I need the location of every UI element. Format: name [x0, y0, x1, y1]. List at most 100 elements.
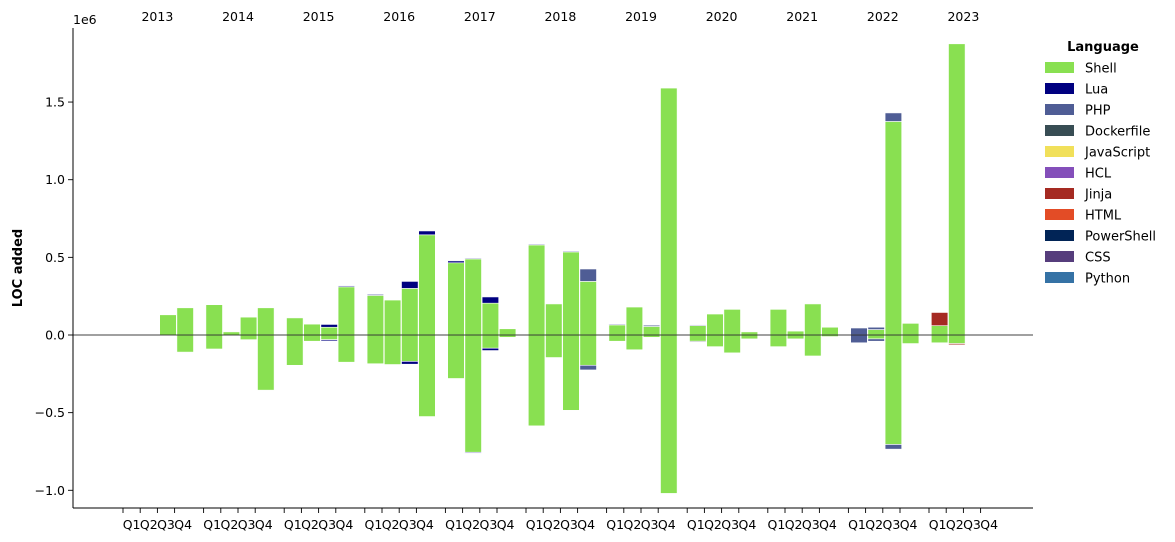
bar-2015-Q3-lua-removed	[320, 339, 338, 342]
bar-2016-Q2-shell-added	[383, 299, 402, 336]
x-tick-label-2019-Q3: Q3	[641, 517, 659, 532]
x-tick-label-2020-Q3: Q3	[721, 517, 739, 532]
bar-2023-Q2-shell-added	[948, 43, 966, 336]
bar-2019-Q4-shell-added	[660, 87, 678, 336]
bar-2017-Q2-shell-added	[464, 258, 482, 336]
x-tick-label-2017-Q4: Q4	[497, 517, 515, 532]
y-axis-title: LOC added	[11, 229, 26, 307]
bar-2019-Q1-lua-added	[608, 323, 626, 326]
x-tick-label-2019-Q2: Q2	[624, 517, 642, 532]
bar-2019-Q1-shell-removed	[608, 334, 626, 342]
bar-2022-Q2-php-added	[867, 326, 885, 330]
bar-2017-Q2-shell-removed	[464, 334, 482, 453]
bar-2020-Q3-shell-removed	[723, 334, 741, 354]
bar-2023-Q1-jinja-added	[930, 312, 949, 326]
year-label-2013: 2013	[141, 9, 173, 24]
legend-label-lua: Lua	[1085, 83, 1108, 98]
bar-2022-Q2-php-removed	[867, 338, 885, 342]
bar-2018-Q4-php-added	[579, 268, 597, 282]
bar-2016-Q1-shell-removed	[366, 334, 385, 365]
x-tick-label-2020-Q1: Q1	[687, 517, 705, 532]
bar-2020-Q4-shell-added	[740, 331, 758, 336]
x-tick-label-2016-Q4: Q4	[416, 517, 434, 532]
bar-2019-Q4-shell-removed	[660, 334, 678, 494]
bar-2023-Q2-shell-removed	[948, 334, 966, 344]
bar-2017-Q3-shell-removed	[481, 334, 500, 349]
bar-2018-Q1-lua-added	[527, 243, 546, 246]
bar-2022-Q3-php-added	[884, 112, 902, 122]
bar-2021-Q1-shell-added	[769, 309, 787, 336]
x-tick-label-2020-Q4: Q4	[739, 517, 757, 532]
x-tick-label-2016-Q2: Q2	[382, 517, 400, 532]
bar-2017-Q1-lua-added	[447, 260, 465, 264]
legend-swatch-jinja	[1045, 188, 1074, 199]
bar-2018-Q2-shell-added	[545, 303, 563, 336]
bar-2022-Q2-shell-removed	[867, 334, 885, 340]
y-tick-label: 1.5	[45, 95, 65, 110]
y-tick-label: −0.5	[35, 405, 65, 420]
legend-title: Language	[1067, 40, 1139, 55]
bar-2018-Q2-shell-removed	[545, 334, 563, 358]
bar-2021-Q2-shell-added	[786, 330, 805, 336]
x-tick-label-2017-Q2: Q2	[462, 517, 480, 532]
bar-2018-Q1-shell-added	[527, 244, 546, 336]
legend-swatch-shell	[1045, 62, 1074, 73]
x-tick-label-2014-Q3: Q3	[238, 517, 256, 532]
bar-2020-Q1-shell-removed	[689, 334, 707, 342]
bar-2017-Q3-lua-removed	[481, 347, 500, 351]
bar-2021-Q4-shell-added	[821, 326, 839, 336]
bar-2015-Q4-shell-removed	[337, 334, 356, 363]
x-tick-label-2017-Q3: Q3	[480, 517, 498, 532]
bar-2017-Q2-lua-added	[464, 257, 482, 260]
x-tick-label-2014-Q4: Q4	[255, 517, 273, 532]
bar-2016-Q1-shell-added	[366, 295, 385, 336]
year-label-2020: 2020	[706, 9, 738, 24]
bar-2013-Q3-shell-added	[159, 314, 177, 336]
year-label-2015: 2015	[303, 9, 335, 24]
legend-swatch-javascript	[1045, 146, 1074, 157]
bar-2014-Q4-shell-added	[257, 307, 275, 336]
bar-2020-Q2-shell-added	[706, 313, 724, 336]
bar-2020-Q4-shell-removed	[740, 334, 758, 340]
bar-2014-Q1-shell-removed	[205, 334, 223, 350]
bar-2018-Q4-shell-added	[579, 281, 597, 336]
x-tick-label-2022-Q3: Q3	[883, 517, 901, 532]
bar-2015-Q1-shell-added	[286, 317, 304, 336]
x-tick-label-2013-Q1: Q1	[123, 517, 141, 532]
x-tick-label-2019-Q1: Q1	[606, 517, 624, 532]
bar-2014-Q3-shell-removed	[240, 334, 258, 340]
bar-2018-Q4-shell-removed	[579, 334, 597, 366]
legend-swatch-css	[1045, 251, 1074, 262]
legend-label-dockerfile: Dockerfile	[1085, 125, 1150, 140]
bar-2016-Q3-lua-added	[401, 281, 419, 289]
year-label-2023: 2023	[947, 9, 979, 24]
y-tick-label: 0.0	[45, 328, 65, 343]
bar-2020-Q1-dockerfile-removed	[689, 340, 707, 343]
bar-2015-Q4-shell-added	[337, 286, 356, 336]
y-tick-label: 1.0	[45, 172, 65, 187]
bar-2013-Q4-shell-added	[176, 307, 194, 336]
bar-2020-Q1-shell-added	[689, 325, 707, 336]
bar-2019-Q2-shell-added	[625, 306, 643, 336]
legend-swatch-powershell	[1045, 230, 1074, 241]
x-tick-label-2015-Q3: Q3	[318, 517, 336, 532]
bars-group	[159, 43, 966, 494]
bar-2022-Q1-php-removed	[850, 334, 868, 344]
bar-2018-Q4-php-removed	[579, 364, 597, 371]
legend-label-php: PHP	[1085, 104, 1111, 119]
legend-swatch-hcl	[1045, 167, 1074, 178]
bar-2015-Q1-shell-removed	[286, 334, 304, 366]
bar-2022-Q3-shell-removed	[884, 334, 902, 445]
bar-2014-Q4-shell-removed	[257, 334, 275, 391]
x-tick-label-2018-Q2: Q2	[543, 517, 561, 532]
legend-label-hcl: HCL	[1085, 167, 1112, 182]
bar-2023-Q2-jinja-removed	[948, 343, 966, 346]
bar-2017-Q4-shell-added	[498, 328, 517, 336]
y-tick-label: −1.0	[35, 483, 65, 498]
x-tick-label-2023-Q1: Q1	[929, 517, 947, 532]
year-label-2021: 2021	[786, 9, 818, 24]
x-tick-label-2016-Q3: Q3	[399, 517, 417, 532]
bar-2021-Q1-shell-removed	[769, 334, 787, 347]
bar-2016-Q3-lua-removed	[401, 361, 419, 365]
